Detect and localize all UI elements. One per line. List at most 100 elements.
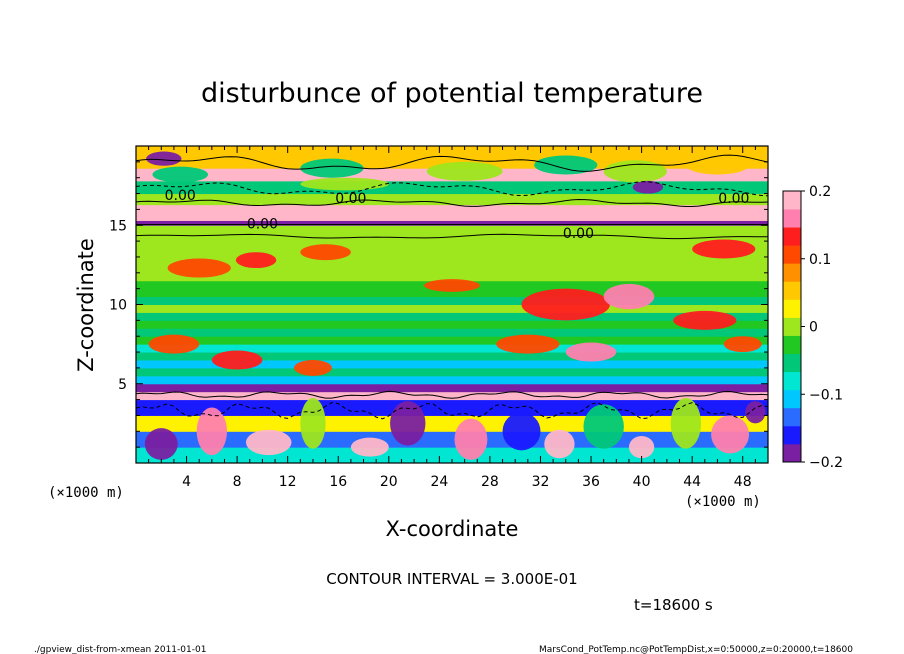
- colorbar-segment: [783, 407, 801, 427]
- heatmap-patch: [167, 258, 231, 278]
- heatmap-layers: [136, 146, 768, 463]
- heatmap-patch: [245, 429, 292, 456]
- x-tick-label: 24: [430, 474, 448, 490]
- colorbar-segment: [783, 191, 801, 210]
- heatmap-patch: [534, 155, 598, 175]
- contour-label: 0.00: [563, 226, 594, 242]
- heatmap-patch: [565, 342, 617, 362]
- heatmap-patch: [603, 160, 667, 183]
- x-axis-ticks: 4 8 12 16 20 24 28 32 36 40 44 48: [148, 146, 769, 490]
- heatmap-layer: [136, 288, 768, 298]
- heatmap-layer: [136, 359, 768, 369]
- colorbar-tick-label: 0: [809, 320, 818, 336]
- heatmap-layer: [136, 256, 768, 274]
- heatmap-patch: [502, 412, 541, 451]
- contour-line: [136, 154, 768, 172]
- heatmap-patches: [144, 151, 766, 460]
- colorbar-segment: [783, 425, 801, 445]
- heatmap-patch: [300, 177, 389, 191]
- heatmap-patch: [144, 428, 178, 460]
- y-axis-label: Z-coordinate: [74, 238, 98, 372]
- heatmap-layer: [136, 320, 768, 329]
- x-unit-left: (×1000 m): [48, 485, 124, 501]
- heatmap-patch: [603, 283, 655, 310]
- contour-interval-text: CONTOUR INTERVAL = 3.000E-01: [326, 570, 577, 588]
- heatmap-patch: [685, 155, 750, 175]
- heatmap-patch: [235, 252, 277, 269]
- heatmap-patch: [723, 336, 762, 353]
- heatmap-layer: [136, 225, 768, 258]
- footer-left: ./gpview_dist-from-xmean 2011-01-01: [34, 645, 206, 654]
- heatmap-layer: [136, 296, 768, 305]
- y-axis-ticks: 5 10 15: [109, 145, 768, 448]
- x-tick-label: 32: [532, 474, 550, 490]
- contour-line: [136, 390, 768, 399]
- heatmap-patch: [211, 350, 263, 370]
- heatmap-patch: [544, 429, 575, 459]
- heatmap-patch: [424, 279, 480, 292]
- colorbar-labels: 0.2 0.1 0 −0.1 −0.2: [801, 184, 843, 471]
- x-tick-label: 48: [734, 474, 752, 490]
- contour-lines: [136, 154, 768, 420]
- y-tick-label: 5: [118, 377, 127, 393]
- heatmap-layer: [136, 336, 768, 345]
- contour-line: [136, 198, 768, 207]
- x-tick-label: 28: [481, 474, 499, 490]
- colorbar-tick-label: −0.2: [809, 455, 843, 471]
- colorbar-segment: [783, 389, 801, 409]
- heatmap-patch: [146, 151, 182, 166]
- contour-line: [136, 181, 768, 197]
- heatmap-patch: [745, 401, 766, 424]
- contour-line: [136, 402, 768, 420]
- contour-label: 0.00: [247, 216, 278, 232]
- heatmap-layer: [136, 383, 768, 393]
- heatmap-layer: [136, 312, 768, 321]
- time-text: t=18600 s: [634, 596, 713, 614]
- contour-label: 0.00: [165, 188, 196, 204]
- colorbar-segment: [783, 317, 801, 336]
- footer-right: MarsCond_PotTemp.nc@PotTempDist,x=0:5000…: [539, 645, 853, 654]
- chart-title: disturbunce of potential temperature: [201, 78, 703, 109]
- heatmap-patch: [294, 359, 332, 376]
- heatmap-patch: [196, 407, 228, 456]
- heatmap-patch: [148, 334, 200, 354]
- heatmap-layer: [136, 447, 768, 463]
- heatmap-layer: [136, 220, 768, 226]
- heatmap-patch: [496, 334, 560, 354]
- x-tick-label: 44: [683, 474, 701, 490]
- x-tick-label: 4: [182, 474, 191, 490]
- x-tick-label: 20: [380, 474, 398, 490]
- x-unit-right: (×1000 m): [685, 494, 761, 510]
- heatmap-layer: [136, 367, 768, 377]
- heatmap-patch: [426, 161, 503, 181]
- contour-line: [136, 233, 768, 240]
- heatmap-patch: [300, 244, 351, 261]
- colorbar-tick-label: −0.1: [809, 387, 843, 403]
- contour-label: 0.00: [718, 191, 749, 207]
- heatmap-layer: [136, 375, 768, 385]
- colorbar-tick-label: 0.2: [809, 184, 831, 200]
- x-tick-label: 36: [582, 474, 600, 490]
- heatmap-layer: [136, 328, 768, 337]
- colorbar-segment: [783, 353, 801, 373]
- heatmap-patch: [454, 418, 488, 460]
- colorbar-segment: [783, 281, 801, 300]
- colorbar-segment: [783, 263, 801, 282]
- contour-labels: 0.00 0.00 0.00 0.00 0.00: [165, 188, 750, 242]
- heatmap-patch: [628, 436, 655, 459]
- x-axis-label: X-coordinate: [386, 517, 519, 541]
- heatmap-layer: [136, 180, 768, 195]
- heatmap-layer: [136, 352, 768, 361]
- heatmap-layer: [136, 272, 768, 282]
- heatmap-layer: [136, 193, 768, 206]
- colorbar-segment: [783, 443, 801, 463]
- x-tick-label: 8: [233, 474, 242, 490]
- heatmap-patch: [300, 158, 364, 178]
- heatmap-layer: [136, 304, 768, 313]
- heatmap-patch: [632, 180, 664, 194]
- heatmap-patch: [390, 401, 426, 446]
- heatmap-patch: [711, 415, 750, 454]
- heatmap-patch: [300, 398, 326, 449]
